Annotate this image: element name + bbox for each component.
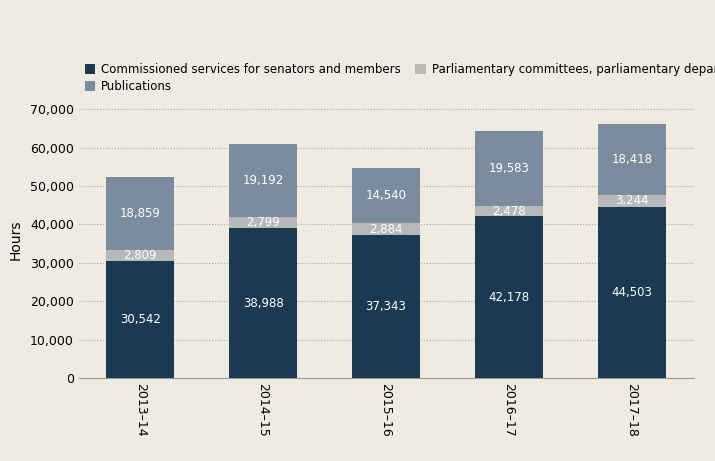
Legend: Commissioned services for senators and members, Publications, Parliamentary comm: Commissioned services for senators and m… (84, 63, 715, 93)
Text: 42,178: 42,178 (488, 290, 530, 303)
Bar (352, 235, 420, 378)
Bar (352, 168, 420, 224)
Y-axis label: Hours: Hours (9, 219, 23, 260)
Text: 2,799: 2,799 (246, 216, 280, 230)
Text: 38,988: 38,988 (243, 296, 283, 310)
Bar (598, 124, 666, 195)
Text: 37,343: 37,343 (365, 300, 407, 313)
Text: 3,244: 3,244 (615, 195, 649, 207)
Text: 14,540: 14,540 (365, 189, 407, 202)
Bar (352, 224, 420, 235)
Text: 2,884: 2,884 (370, 223, 403, 236)
Bar (598, 195, 666, 207)
Bar (107, 177, 174, 250)
Text: 2,809: 2,809 (124, 249, 157, 262)
Bar (107, 260, 174, 378)
Bar (107, 250, 174, 260)
Bar (475, 207, 543, 216)
Text: 44,503: 44,503 (611, 286, 653, 299)
Bar (475, 131, 543, 207)
Bar (230, 218, 297, 228)
Bar (598, 207, 666, 378)
Bar (475, 216, 543, 378)
Text: 18,859: 18,859 (119, 207, 161, 220)
Text: 19,192: 19,192 (242, 174, 284, 187)
Bar (230, 144, 297, 218)
Text: 2,478: 2,478 (492, 205, 526, 218)
Bar (230, 228, 297, 378)
Text: 30,542: 30,542 (119, 313, 161, 326)
Text: 19,583: 19,583 (488, 162, 530, 175)
Text: 18,418: 18,418 (611, 153, 653, 165)
